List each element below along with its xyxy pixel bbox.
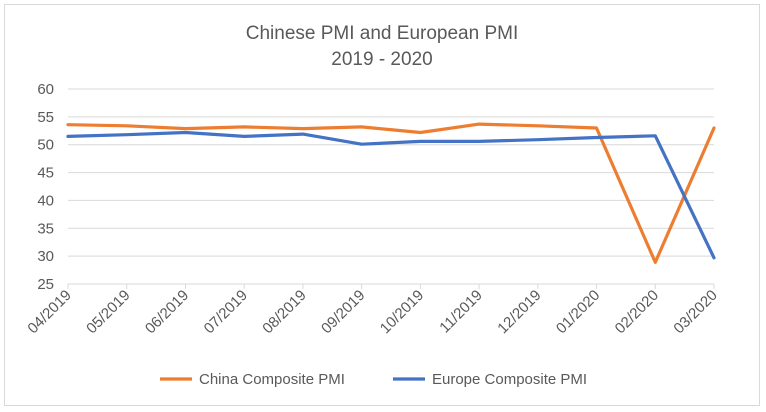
x-tick-label: 08/2019 xyxy=(259,287,309,337)
series-line-europe xyxy=(66,130,716,260)
x-tick-label: 07/2019 xyxy=(201,287,251,337)
chart-subtitle: 2019 - 2020 xyxy=(331,49,432,70)
chart-frame xyxy=(4,4,760,406)
y-tick-label: 30 xyxy=(37,248,54,265)
x-tick-label: 11/2019 xyxy=(436,287,486,337)
legend-label: Europe Composite PMI xyxy=(432,371,587,388)
y-tick-label: 50 xyxy=(37,137,54,154)
y-tick-label: 45 xyxy=(37,165,54,182)
x-tick-label: 06/2019 xyxy=(142,287,192,337)
y-axis-ticks: 25 30 35 40 45 50 55 60 xyxy=(37,81,54,293)
y-tick-label: 35 xyxy=(37,220,54,237)
x-tick-label: 05/2019 xyxy=(83,287,133,337)
series-line-china xyxy=(66,122,716,264)
x-tick-label: 01/2020 xyxy=(553,287,603,337)
y-tick-label: 40 xyxy=(37,192,54,209)
x-axis-ticks: 04/2019 05/2019 06/2019 07/2019 08/2019 09/20… xyxy=(24,284,721,337)
chart-title: Chinese PMI and European PMI xyxy=(246,23,519,44)
x-tick-label: 10/2019 xyxy=(377,287,427,337)
x-tick-label: 04/2019 xyxy=(24,287,74,337)
series-lines xyxy=(66,122,716,264)
y-tick-label: 55 xyxy=(37,109,54,126)
legend: China Composite PMI Europe Composite PMI xyxy=(160,371,587,388)
legend-label: China Composite PMI xyxy=(199,371,345,388)
y-tick-label: 25 xyxy=(37,276,54,293)
x-tick-label: 02/2020 xyxy=(612,287,662,337)
gridlines xyxy=(68,88,714,285)
x-tick-label: 03/2020 xyxy=(670,287,720,337)
y-tick-label: 60 xyxy=(37,81,54,98)
x-tick-label: 12/2019 xyxy=(494,287,544,337)
x-tick-label: 09/2019 xyxy=(318,287,368,337)
